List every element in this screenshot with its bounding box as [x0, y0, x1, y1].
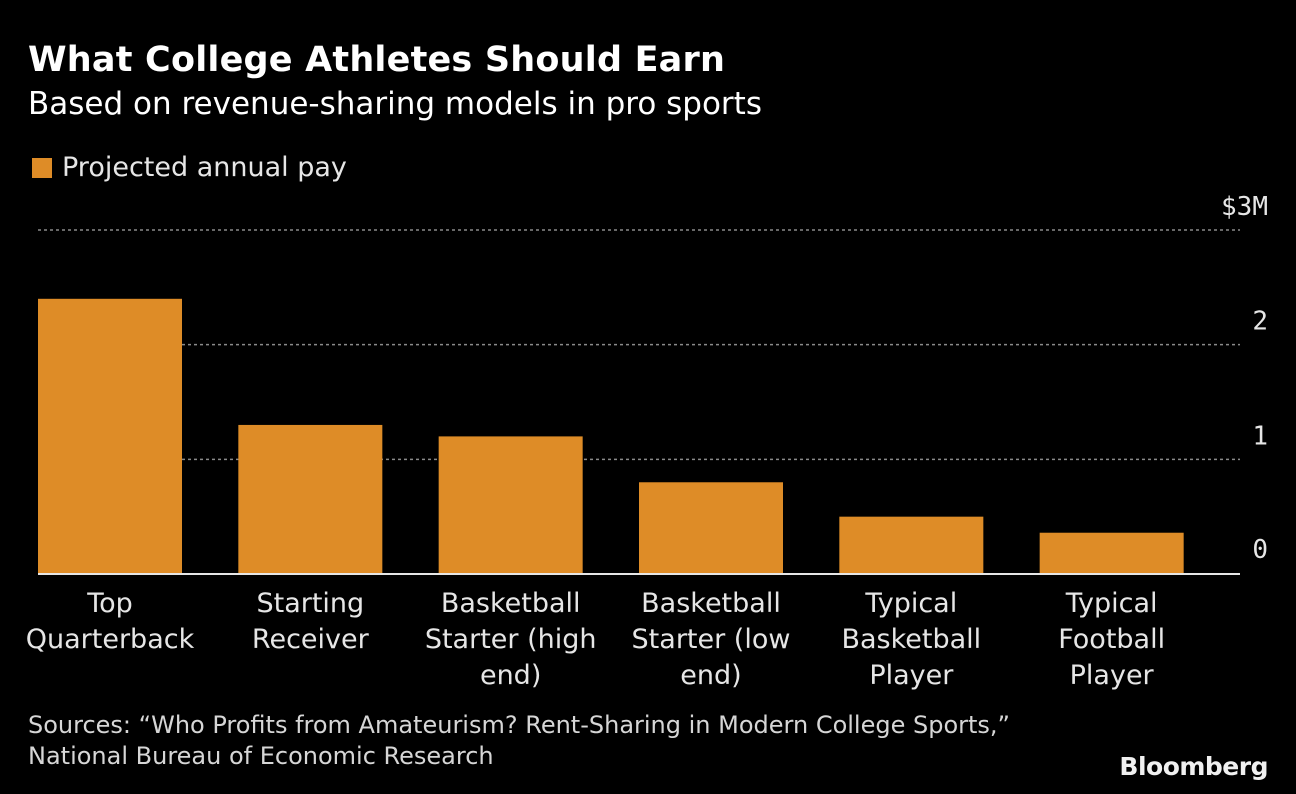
bar — [38, 298, 182, 574]
x-tick-label: Basketball Starter (low end) — [632, 588, 791, 691]
x-tick-label: Basketball Starter (high end) — [425, 588, 597, 691]
bar — [839, 516, 984, 574]
bar — [1039, 532, 1184, 574]
chart-title: What College Athletes Should Earn — [28, 40, 726, 80]
x-tick-label: Typical Basketball Player — [841, 588, 981, 691]
legend-swatch — [32, 157, 52, 178]
legend-label: Projected annual pay — [62, 152, 347, 183]
y-tick-label: 1 — [1252, 421, 1268, 451]
bar — [238, 424, 383, 574]
sources-line-1: Sources: “Who Profits from Amateurism? R… — [28, 711, 1010, 739]
sources-note: Sources: “Who Profits from Amateurism? R… — [28, 710, 1010, 772]
bar — [438, 436, 583, 574]
y-tick-label: $3M — [1221, 192, 1268, 222]
x-tick-label: Starting Receiver — [252, 588, 370, 655]
x-tick-label: Typical Football Player — [1058, 588, 1165, 691]
legend: Projected annual pay — [32, 152, 347, 183]
y-tick-label: 2 — [1252, 307, 1268, 337]
y-tick-label: 0 — [1252, 535, 1268, 565]
sources-line-2: National Bureau of Economic Research — [28, 742, 494, 770]
bloomberg-logo: Bloomberg — [1119, 752, 1268, 781]
x-tick-label: Top Quarterback — [26, 588, 195, 655]
chart-subtitle: Based on revenue-sharing models in pro s… — [28, 86, 762, 122]
bar — [639, 482, 783, 574]
